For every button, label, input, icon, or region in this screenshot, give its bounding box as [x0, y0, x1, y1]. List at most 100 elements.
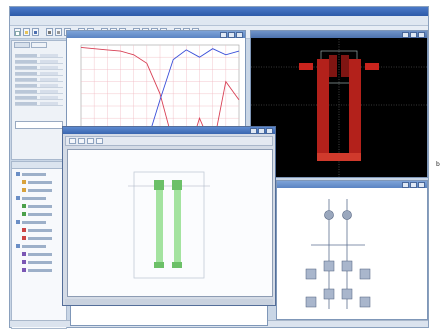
tree-node[interactable]: [22, 212, 62, 218]
window-maximize-icon[interactable]: [410, 32, 417, 38]
schematic-resonator[interactable]: [341, 260, 353, 272]
green-pad[interactable]: [154, 262, 164, 268]
component-icon: [22, 212, 26, 216]
cut-icon[interactable]: [46, 28, 53, 36]
component-icon: [22, 260, 26, 264]
tree-node[interactable]: [16, 196, 56, 202]
tree-node[interactable]: [22, 204, 62, 210]
component-icon: [22, 204, 26, 208]
schematic-resonator[interactable]: [305, 268, 317, 280]
window-maximize-icon[interactable]: [258, 128, 265, 134]
dialog-canvas[interactable]: [67, 149, 273, 297]
component-icon: [22, 268, 26, 272]
window-minimize-icon[interactable]: [250, 128, 257, 134]
property-row[interactable]: [15, 65, 63, 70]
properties-panel: [11, 40, 67, 160]
schematic-port[interactable]: [342, 210, 352, 220]
new-icon[interactable]: [14, 28, 21, 36]
layout-canvas[interactable]: [251, 39, 427, 177]
component-icon: [22, 180, 26, 184]
window-close-icon[interactable]: [236, 32, 243, 38]
tree-node[interactable]: [16, 244, 56, 250]
tree-node-project[interactable]: [16, 172, 56, 178]
layout-boundary: [133, 171, 205, 279]
tree-node[interactable]: [22, 180, 62, 186]
window-close-icon[interactable]: [266, 128, 273, 134]
green-layout-drawing: [128, 171, 210, 279]
schematic-resonator[interactable]: [341, 288, 353, 300]
component-icon: [22, 236, 26, 240]
folder-icon: [16, 172, 20, 176]
folder-icon: [16, 244, 20, 248]
property-value-field[interactable]: [15, 121, 63, 129]
property-row[interactable]: [15, 95, 63, 100]
dialog-tool-icon[interactable]: [87, 138, 94, 144]
layout-window-titlebar: [251, 31, 427, 38]
green-strip[interactable]: [174, 190, 181, 264]
folder-icon: [16, 196, 20, 200]
layout-ground-pad[interactable]: [317, 153, 361, 161]
dialog-titlebar: [63, 127, 275, 134]
schematic-resonator[interactable]: [305, 296, 317, 308]
tree-node[interactable]: [22, 188, 62, 194]
project-tree-panel: [11, 161, 67, 329]
property-row[interactable]: [15, 53, 63, 58]
menu-bar: [10, 16, 428, 26]
property-row[interactable]: [15, 71, 63, 76]
window-close-icon[interactable]: [418, 32, 425, 38]
property-row[interactable]: [15, 83, 63, 88]
layout-strip-left[interactable]: [317, 59, 329, 161]
green-strip[interactable]: [156, 190, 163, 264]
property-row[interactable]: [15, 77, 63, 82]
schematic-resonator[interactable]: [323, 260, 335, 272]
tab-variables[interactable]: [31, 42, 47, 48]
open-icon[interactable]: [23, 28, 30, 36]
tree-node[interactable]: [22, 260, 62, 266]
dialog-tool-icon[interactable]: [96, 138, 103, 144]
green-pad[interactable]: [154, 180, 164, 190]
dialog-tool-icon[interactable]: [69, 138, 76, 144]
layout-port-right[interactable]: [365, 63, 379, 70]
window-minimize-icon[interactable]: [402, 32, 409, 38]
figure-label: b.: [436, 161, 440, 168]
tree-panel-header: [12, 162, 66, 169]
tree-node[interactable]: [22, 228, 62, 234]
window-minimize-icon[interactable]: [402, 182, 409, 188]
tab-properties[interactable]: [14, 42, 30, 48]
component-icon: [22, 228, 26, 232]
layout-pad[interactable]: [341, 55, 349, 77]
layout-strip-right[interactable]: [349, 59, 361, 161]
tree-node[interactable]: [16, 220, 56, 226]
tree-node[interactable]: [22, 236, 62, 242]
tree-node[interactable]: [22, 268, 62, 274]
property-row[interactable]: [15, 89, 63, 94]
window-close-icon[interactable]: [418, 182, 425, 188]
schematic-window-titlebar: [277, 181, 427, 188]
schematic-port[interactable]: [324, 210, 334, 220]
dialog-tool-icon[interactable]: [78, 138, 85, 144]
folder-icon: [16, 220, 20, 224]
schematic-canvas[interactable]: [277, 189, 427, 319]
schematic-resonator[interactable]: [359, 268, 371, 280]
tree-node[interactable]: [22, 252, 62, 258]
schematic-resonator[interactable]: [359, 296, 371, 308]
property-row[interactable]: [15, 59, 63, 64]
window-minimize-icon[interactable]: [220, 32, 227, 38]
schematic-resonator[interactable]: [323, 288, 335, 300]
save-icon[interactable]: [32, 28, 39, 36]
schematic-window[interactable]: [276, 180, 428, 320]
dialog-status-bar: [65, 299, 273, 305]
layout-port-left[interactable]: [299, 63, 313, 70]
dialog-toolbar: [65, 136, 273, 146]
window-maximize-icon[interactable]: [410, 182, 417, 188]
layout-pad[interactable]: [329, 55, 337, 77]
green-pad[interactable]: [172, 180, 182, 190]
layout-preview-dialog[interactable]: [62, 126, 276, 306]
property-row[interactable]: [15, 101, 63, 106]
layout-window[interactable]: [250, 30, 428, 178]
window-maximize-icon[interactable]: [228, 32, 235, 38]
green-pad[interactable]: [172, 262, 182, 268]
copy-icon[interactable]: [55, 28, 62, 36]
title-bar: [10, 7, 428, 16]
plot-window-titlebar: [67, 31, 245, 38]
